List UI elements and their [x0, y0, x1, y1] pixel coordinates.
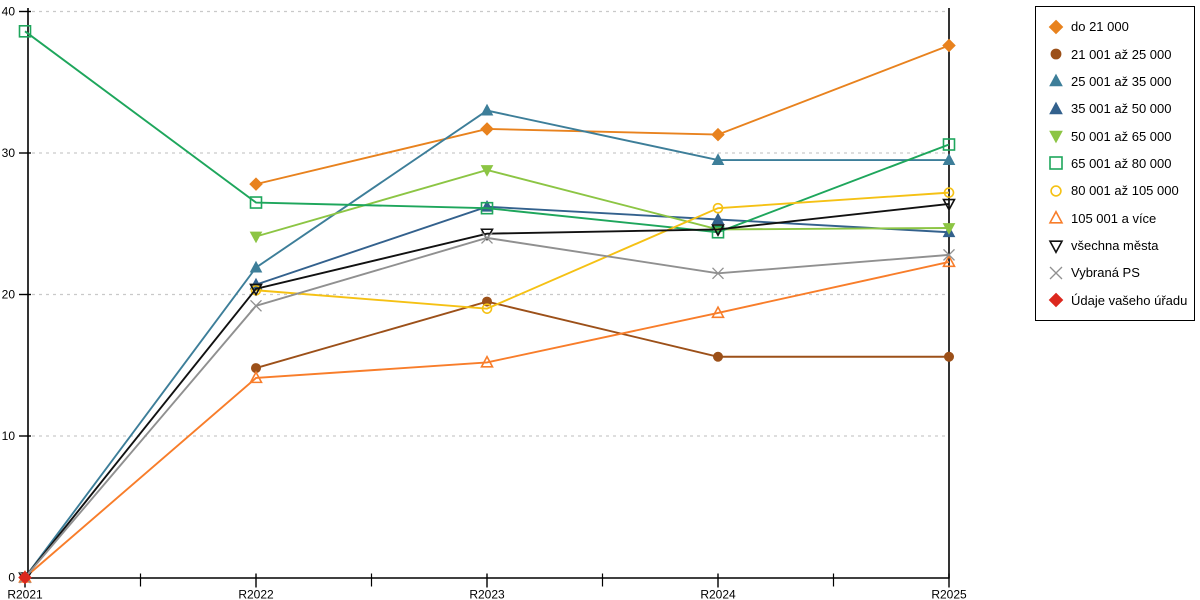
- legend-item: 25 001 až 35 000: [1048, 70, 1194, 92]
- legend-item: 50 001 až 65 000: [1048, 125, 1194, 147]
- legend-marker-icon: [1049, 74, 1063, 87]
- marker: [1049, 130, 1063, 144]
- legend-item-label: 35 001 až 50 000: [1071, 101, 1172, 117]
- data-series: [18, 198, 956, 585]
- marker: [712, 267, 724, 280]
- marker: [711, 225, 725, 239]
- legend-item-label: do 21 000: [1071, 19, 1129, 35]
- legend-item: Údaje vašeho úřadu: [1048, 289, 1194, 311]
- marker: [942, 198, 956, 212]
- legend-marker-icon: [1049, 130, 1063, 144]
- marker: [711, 153, 725, 165]
- legend-item: 21 001 až 25 000: [1048, 43, 1194, 65]
- marker: [943, 351, 955, 362]
- marker: [250, 299, 262, 312]
- marker: [1049, 74, 1063, 87]
- legend-marker-icon: [1050, 48, 1062, 60]
- data-series: [18, 570, 32, 585]
- y-axis-label: 20: [2, 288, 16, 302]
- y-axis-label: 10: [2, 429, 16, 443]
- legend-marker-icon: [1048, 19, 1064, 34]
- data-series: [249, 38, 956, 191]
- marker: [942, 223, 956, 235]
- marker: [18, 25, 32, 38]
- marker: [480, 354, 494, 368]
- legend-item-label: 21 001 až 25 000: [1071, 46, 1172, 62]
- legend-item: 80 001 až 105 000: [1048, 180, 1194, 202]
- marker: [480, 201, 494, 215]
- legend: do 21 000 21 001 až 25 000 25 001 až 35 00…: [1035, 6, 1195, 321]
- legend-item: 65 001 až 80 000: [1048, 152, 1194, 174]
- marker: [942, 153, 956, 165]
- marker: [711, 305, 725, 319]
- marker: [712, 202, 724, 214]
- marker: [942, 38, 956, 53]
- marker: [711, 212, 725, 225]
- legend-item-label: 25 001 až 35 000: [1071, 73, 1172, 89]
- marker: [480, 103, 494, 116]
- legend-marker-icon: [1048, 210, 1064, 224]
- marker: [1049, 101, 1063, 115]
- marker: [942, 254, 956, 268]
- x-axis-label: R2022: [238, 588, 274, 600]
- marker: [942, 138, 956, 151]
- line-chart: 0 10 20 30 40 R2021 R2022 R2023 R2024 R2025: [2, 5, 967, 600]
- legend-marker-icon: [1048, 239, 1064, 254]
- marker: [1049, 156, 1063, 171]
- marker: [18, 570, 32, 585]
- legend-item-label: 80 001 až 105 000: [1071, 183, 1179, 199]
- marker: [711, 224, 725, 237]
- marker: [481, 303, 493, 314]
- legend-item-label: Vybraná PS: [1071, 265, 1140, 281]
- x-axis-label: R2025: [931, 588, 967, 600]
- legend-item-label: 65 001 až 80 000: [1071, 155, 1172, 171]
- legend-item: do 21 000: [1048, 16, 1194, 38]
- marker: [480, 122, 494, 136]
- legend-marker-icon: [1049, 156, 1063, 171]
- marker: [1048, 292, 1064, 308]
- marker: [249, 177, 263, 191]
- marker: [711, 127, 725, 142]
- data-series: [250, 187, 955, 314]
- legend-item: 105 001 a více: [1048, 207, 1194, 229]
- marker: [1048, 210, 1064, 224]
- marker: [481, 231, 493, 244]
- marker: [249, 370, 263, 384]
- data-series: [250, 296, 955, 374]
- marker: [1050, 185, 1062, 197]
- marker: [249, 260, 263, 273]
- x-axis-label: R2023: [469, 588, 505, 600]
- legend-marker-icon: [1049, 101, 1063, 115]
- marker: [481, 296, 493, 307]
- marker: [712, 351, 724, 362]
- marker: [249, 196, 263, 209]
- legend-marker-icon: [1050, 185, 1062, 197]
- x-axis-label: R2024: [700, 588, 736, 600]
- marker: [1049, 266, 1063, 280]
- marker: [249, 231, 263, 244]
- marker: [480, 165, 494, 177]
- legend-item-label: 50 001 až 65 000: [1071, 128, 1172, 144]
- legend-item-label: Údaje vašeho úřadu: [1071, 292, 1188, 308]
- legend-item: všechna města: [1048, 235, 1194, 257]
- marker: [1048, 19, 1064, 34]
- legend-marker-icon: [1049, 266, 1063, 280]
- marker: [943, 187, 955, 198]
- x-axis-label: R2021: [7, 588, 43, 600]
- marker: [1048, 239, 1064, 254]
- y-axis-label: 40: [2, 5, 16, 19]
- plot-area: 0 10 20 30 40 R2021 R2022 R2023 R2024 R2025: [2, 5, 967, 600]
- legend-marker-icon: [1048, 292, 1064, 308]
- legend-item-label: 105 001 a více: [1071, 210, 1157, 226]
- y-axis-label: 0: [8, 571, 15, 585]
- legend-item-label: všechna města: [1071, 238, 1159, 254]
- marker: [249, 283, 263, 297]
- legend-item: Vybraná PS: [1048, 262, 1194, 284]
- y-axis-label: 30: [2, 146, 16, 160]
- legend-item: 35 001 až 50 000: [1048, 98, 1194, 120]
- marker: [1050, 48, 1062, 60]
- marker: [943, 248, 955, 261]
